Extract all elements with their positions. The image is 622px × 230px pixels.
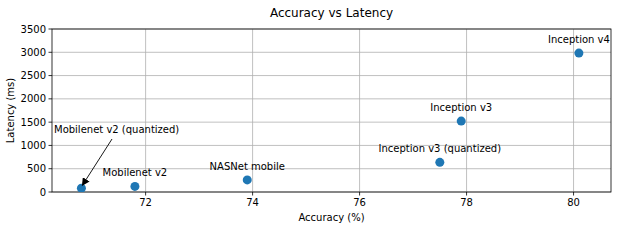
y-tick [49,168,53,169]
scatter-point [435,158,444,167]
y-tick-label: 0 [40,187,46,198]
y-tick-label: 500 [27,163,46,174]
point-label: Inception v3 [430,102,492,113]
y-tick [49,98,53,99]
y-grid-line [52,52,611,53]
point-label: Inception v4 [548,34,610,45]
x-tick [573,192,574,196]
scatter-point [243,175,252,184]
point-label: NASNet mobile [210,161,285,172]
x-grid-line [573,29,574,192]
y-tick-label: 2500 [21,70,46,81]
y-grid-line [52,75,611,76]
plot-frame [52,29,611,192]
y-tick-label: 2000 [21,93,46,104]
scatter-point [574,49,583,58]
x-tick [252,192,253,196]
point-label: Inception v3 (quantized) [379,143,502,154]
grid [52,29,611,192]
scatter-point [457,117,466,126]
x-tick-label: 80 [567,197,580,208]
scatter-point [77,184,86,192]
title: Accuracy vs Latency [270,6,393,20]
x-axis-label: Accuracy (%) [298,212,364,223]
point-labels: Mobilenet v2 (quantized) Mobilenet v2 NASN… [54,34,610,185]
y-tick [49,52,53,53]
point-label: Mobilenet v2 [103,167,168,178]
y-tick [49,75,53,76]
y-tick-label: 3000 [21,47,46,58]
y-grid-line [52,122,611,123]
y-tick [49,192,53,193]
x-grid-line [359,29,360,192]
x-tick-label: 74 [246,197,259,208]
y-tick [49,29,53,30]
y-tick-label: 1500 [21,117,46,128]
y-grid-line [52,98,611,99]
chart: Accuracy vs Latency 0 500 1000 1500 2000 2500 3… [0,0,622,230]
x-tick-label: 72 [139,197,152,208]
x-tick-label: 76 [353,197,366,208]
x-tick [359,192,360,196]
y-tick [49,122,53,123]
x-tick [145,192,146,196]
scatter-point [130,182,139,191]
y-grid-line [52,145,611,146]
y-tick-label: 1000 [21,140,46,151]
y-tick [49,145,53,146]
x-tick [466,192,467,196]
y-tick-label: 3500 [21,24,46,35]
x-tick-label: 78 [460,197,473,208]
points [77,49,583,192]
y-axis-label: Latency (ms) [5,78,16,144]
point-label: Mobilenet v2 (quantized) [54,124,179,135]
